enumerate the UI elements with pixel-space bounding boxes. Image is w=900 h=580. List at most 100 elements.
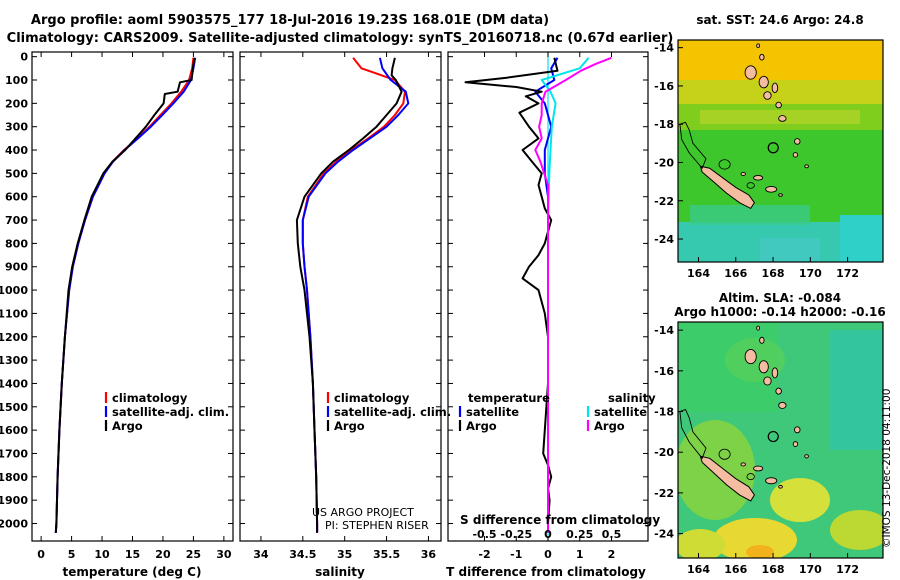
vanuatu-island <box>778 401 787 409</box>
sla-map-title-line1: Altim. SLA: -0.084 <box>719 291 841 305</box>
salinity-series <box>295 57 410 533</box>
temperature-panel: 0 5 10 15 20 25 30 0 100 200 300 400 500 600 700 800 90… <box>0 51 234 579</box>
s-diff-tick-label: 0.5 <box>602 528 622 541</box>
sst-map-field <box>678 40 883 262</box>
map-y-tick-label: -16 <box>654 365 674 378</box>
vanuatu-island <box>758 360 769 374</box>
x-tick-label: 30 <box>216 548 232 561</box>
legend-label: Argo <box>112 419 143 433</box>
legend-label: satellite-adj. clim. <box>334 405 451 419</box>
map-y-tick-label: -22 <box>654 487 674 500</box>
vanuatu-island <box>792 441 799 447</box>
legend-label: Argo <box>466 419 497 433</box>
map-y-tick-label: -24 <box>654 528 674 541</box>
x-tick-label: 0 <box>37 548 45 561</box>
temperature-series <box>54 57 197 533</box>
difference-panel: -2 -1 0 1 2 -0.5 -0.25 0 0.25 0.5 S difference f… <box>446 51 660 579</box>
depth-tick-label: 1500 <box>0 401 28 414</box>
vanuatu-island <box>775 101 782 109</box>
legend-label: Argo <box>334 419 365 433</box>
x-tick-label: 35.5 <box>373 548 400 561</box>
x-tick-label: -2 <box>478 548 490 561</box>
loyalty-island <box>765 477 778 485</box>
map-y-tick-label: -20 <box>654 156 674 169</box>
island-new-caledonia <box>699 455 755 502</box>
depth-tick-label: 600 <box>5 191 28 204</box>
s-diff-tick-label: 0.25 <box>566 528 593 541</box>
x-tick-label: 34 <box>253 548 269 561</box>
salinity-x-ticks: 34 34.5 35 35.5 36 <box>240 52 441 561</box>
map-x-tick-label: 164 <box>687 267 710 280</box>
figure-title-line2: Climatology: CARS2009. Satellite-adjuste… <box>7 31 674 46</box>
depth-tick-label: 1400 <box>0 377 28 390</box>
s-diff-tick-label: 0 <box>544 528 552 541</box>
legend-label: Argo <box>594 419 625 433</box>
figure-title-line1: Argo profile: aoml 5903575_177 18-Jul-20… <box>31 13 549 28</box>
series-line-satellite-adj-clim- <box>301 57 410 533</box>
depth-tick-label: 800 <box>5 237 28 250</box>
reef-outline <box>679 121 707 170</box>
x-tick-label: 5 <box>68 548 76 561</box>
map-x-tick-label: 170 <box>799 563 822 576</box>
vanuatu-island <box>744 349 757 365</box>
s-diff-tick-label: -0.5 <box>472 528 496 541</box>
vanuatu-island <box>775 387 782 395</box>
x-tick-label: 15 <box>125 548 140 561</box>
sst-map: sat. SST: 24.6 Argo: 24.8 164 166 168 170 17… <box>654 13 884 280</box>
salinity-difference-ticks: -0.5 -0.25 0 0.25 0.5 <box>472 528 621 541</box>
difference-legend: temperature salinitysatelliteArgosatellit… <box>458 391 656 433</box>
depth-tick-label: 1300 <box>0 354 28 367</box>
sla-map-frame <box>677 321 884 559</box>
depth-tick-label: 2000 <box>0 517 28 530</box>
x-tick-label: 25 <box>186 548 201 561</box>
x-tick-label: 36 <box>421 548 437 561</box>
map-x-tick-label: 166 <box>724 563 747 576</box>
vanuatu-island <box>771 367 779 379</box>
s-diff-label: S difference from climatology <box>460 513 660 527</box>
map-y-tick-label: -14 <box>654 42 674 55</box>
loyalty-island <box>765 185 778 193</box>
depth-tick-label: 1800 <box>0 471 28 484</box>
vanuatu-island <box>758 75 769 89</box>
map-x-tick-label: 168 <box>762 563 785 576</box>
vanuatu-island <box>744 65 757 80</box>
depth-tick-label: 1100 <box>0 307 28 320</box>
vanuatu-island <box>778 115 787 122</box>
vanuatu-island <box>771 82 779 94</box>
vanuatu-island <box>792 152 799 158</box>
series-line-climatology <box>54 57 195 533</box>
sla-map: Altim. SLA: -0.084 Argo h1000: -0.14 h20… <box>654 291 886 576</box>
salinity-frame <box>239 51 442 542</box>
x-tick-label: 2 <box>608 548 616 561</box>
legend-label: climatology <box>334 391 410 405</box>
s-diff-tick-label: -0.25 <box>500 528 532 541</box>
map-x-tick-label: 170 <box>799 267 822 280</box>
sla-map-field <box>678 322 883 558</box>
depth-tick-label: 400 <box>5 144 28 157</box>
reef-contour <box>718 159 731 170</box>
x-tick-label: 10 <box>94 548 110 561</box>
series-line-argo <box>54 57 196 533</box>
map-x-tick-label: 164 <box>687 563 710 576</box>
depth-tick-label: 0 <box>20 51 28 64</box>
difference-x-ticks: -2 -1 0 1 2 <box>448 52 648 561</box>
series-line-satellite-adj-clim- <box>54 57 197 533</box>
credit-pi: PI: STEPHEN RISER <box>325 519 429 532</box>
x-tick-label: 34.5 <box>289 548 316 561</box>
series-line-s-argo <box>534 56 612 533</box>
legend-label: climatology <box>112 391 188 405</box>
depth-tick-label: 1600 <box>0 424 28 437</box>
reef-outline <box>679 408 707 460</box>
x-tick-label: -1 <box>510 548 522 561</box>
vanuatu-island <box>804 164 809 169</box>
map-y-tick-label: -16 <box>654 80 674 93</box>
series-line-t-argo <box>464 57 559 533</box>
loyalty-island <box>778 484 783 489</box>
map-y-tick-label: -20 <box>654 446 674 459</box>
sla-map-title-line2: Argo h1000: -0.14 h2000: -0.16 <box>674 305 885 319</box>
vanuatu-island <box>763 376 772 386</box>
x-tick-label: 20 <box>155 548 171 561</box>
